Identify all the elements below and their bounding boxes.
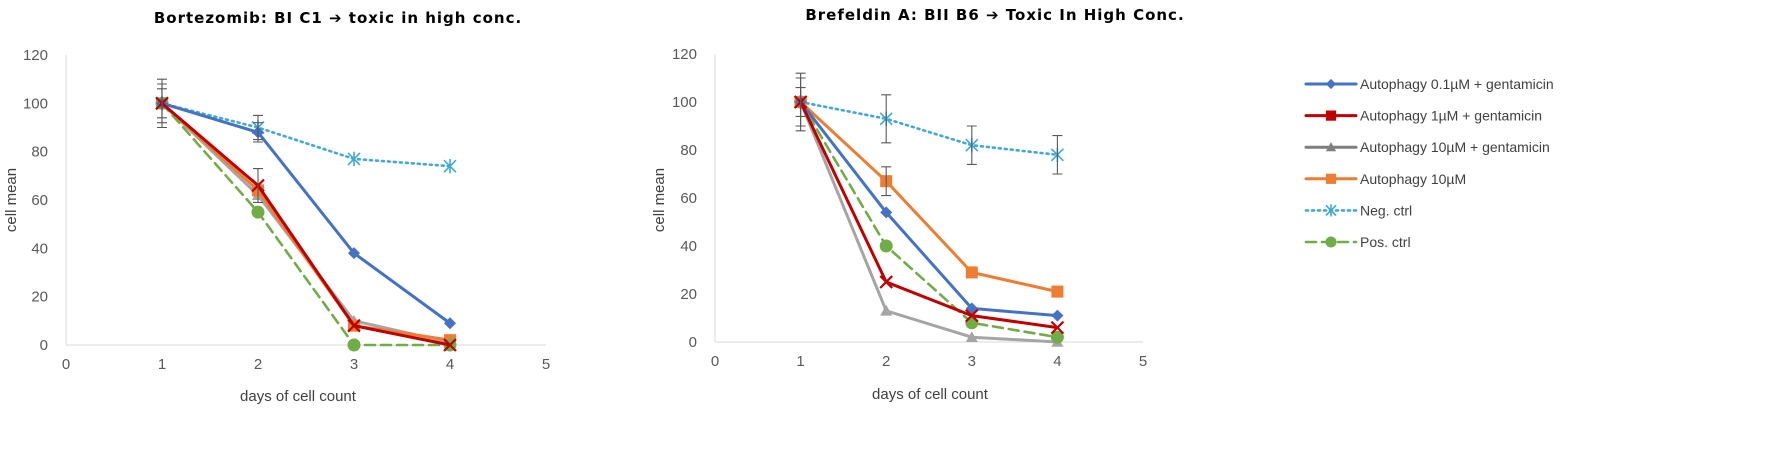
x-axis-title: days of cell count — [872, 386, 989, 403]
data-point — [1050, 320, 1065, 335]
y-tick-label: 20 — [31, 289, 48, 306]
y-tick-label: 100 — [672, 94, 697, 111]
x-tick-label: 0 — [711, 353, 719, 370]
error-bar — [253, 122, 263, 143]
series-autophagy-10-m — [794, 96, 1064, 298]
y-tick-label: 100 — [23, 95, 48, 112]
error-bar — [881, 166, 892, 197]
data-point — [965, 308, 979, 323]
y-tick-label: 40 — [31, 240, 48, 257]
legend-label: Autophagy 0.1µM + gentamicin — [1360, 76, 1554, 92]
data-point — [251, 205, 265, 219]
series-line — [799, 100, 1059, 339]
legend-marker — [1325, 236, 1337, 248]
data-point — [879, 275, 893, 289]
error-bar — [1052, 135, 1063, 175]
series-line — [160, 102, 452, 347]
data-point — [965, 331, 978, 342]
chart-brefeldin: Brefeldin A: BII B6 ➔ Toxic In High Conc… — [651, 6, 1184, 403]
x-tick-label: 4 — [1053, 353, 1061, 370]
x-tick-label: 2 — [882, 353, 890, 370]
series-neg-ctrl — [794, 94, 1064, 162]
data-point — [443, 338, 457, 352]
data-point — [880, 206, 893, 219]
series-autophagy-0-1-m-gentamicin — [156, 97, 456, 330]
y-tick-label: 0 — [40, 337, 48, 354]
data-point — [965, 316, 979, 330]
error-bar — [157, 88, 167, 119]
series-line — [160, 101, 452, 325]
error-bar — [253, 168, 263, 203]
chart-title: Brefeldin A: BII B6 ➔ Toxic In High Conc… — [805, 6, 1184, 24]
legend-label: Pos. ctrl — [1360, 234, 1411, 250]
chart-bortezomib: Bortezomib: BI C1 ➔ toxic in high conc. … — [3, 9, 550, 405]
legend-item: Autophagy 0.1µM + gentamicin — [1304, 76, 1554, 92]
series-autophagy-10-m — [156, 97, 456, 347]
data-point — [1051, 285, 1064, 298]
y-tick-label: 80 — [31, 144, 48, 161]
y-tick-label: 20 — [680, 286, 697, 303]
data-point — [347, 338, 361, 352]
legend-marker — [1325, 78, 1337, 90]
series-line — [799, 100, 1059, 330]
chart-title: Bortezomib: BI C1 ➔ toxic in high conc. — [154, 9, 522, 27]
y-axis-title: cell mean — [651, 168, 668, 232]
data-point — [965, 266, 978, 279]
series-line — [799, 100, 1059, 344]
legend: Autophagy 0.1µM + gentamicin Autophagy 1µ… — [1304, 76, 1554, 250]
legend-item: Pos. ctrl — [1304, 234, 1411, 250]
data-point — [879, 239, 893, 253]
y-tick-label: 40 — [680, 238, 697, 255]
legend-label: Neg. ctrl — [1360, 202, 1412, 218]
legend-item: Autophagy 1µM + gentamicin — [1304, 108, 1542, 124]
y-axis-title: cell mean — [3, 168, 20, 232]
legend-label: Autophagy 1µM + gentamicin — [1360, 108, 1542, 124]
x-tick-label: 1 — [796, 353, 804, 370]
y-tick-label: 80 — [680, 142, 697, 159]
y-tick-label: 120 — [672, 46, 697, 63]
error-bar — [881, 94, 892, 144]
data-point — [347, 318, 361, 333]
legend-item: Autophagy 10µM — [1304, 171, 1466, 187]
x-tick-label: 5 — [1139, 353, 1147, 370]
error-bar — [966, 125, 977, 165]
x-tick-label: 3 — [968, 353, 976, 370]
data-point — [444, 317, 456, 330]
series-line — [160, 101, 452, 347]
legend-marker — [1325, 142, 1337, 152]
series-line — [799, 100, 1059, 294]
series-autophagy-1-m-gentamicin — [793, 95, 1065, 335]
legend-label: Autophagy 10µM + gentamicin — [1360, 139, 1550, 155]
x-tick-label: 0 — [62, 356, 70, 373]
x-tick-label: 4 — [446, 356, 454, 373]
x-axis-title: days of cell count — [240, 388, 357, 405]
legend-item: Autophagy 10µM + gentamicin — [1304, 139, 1550, 155]
y-tick-label: 60 — [31, 192, 48, 209]
legend-marker — [1325, 173, 1337, 184]
series-line — [160, 102, 452, 168]
y-tick-label: 0 — [689, 334, 697, 351]
legend-marker — [1325, 204, 1337, 217]
data-point — [347, 151, 361, 167]
error-bar — [795, 77, 806, 127]
x-tick-label: 5 — [542, 356, 550, 373]
data-point — [880, 304, 893, 316]
series-autophagy-0-1-m-gentamicin — [794, 96, 1064, 322]
data-point — [1051, 309, 1064, 322]
y-tick-label: 120 — [23, 47, 48, 64]
data-point — [1050, 330, 1064, 344]
data-point — [348, 247, 360, 260]
legend-label: Autophagy 10µM — [1360, 171, 1466, 187]
series-line — [799, 100, 1059, 318]
x-tick-label: 3 — [350, 356, 358, 373]
legend-marker — [1325, 110, 1337, 121]
series-autophagy-1-m-gentamicin — [155, 96, 457, 352]
legend-item: Neg. ctrl — [1304, 202, 1412, 218]
x-tick-label: 1 — [158, 356, 166, 373]
x-tick-label: 2 — [254, 356, 262, 373]
series-line — [799, 100, 1059, 157]
data-point — [443, 158, 457, 174]
y-tick-label: 60 — [680, 190, 697, 207]
